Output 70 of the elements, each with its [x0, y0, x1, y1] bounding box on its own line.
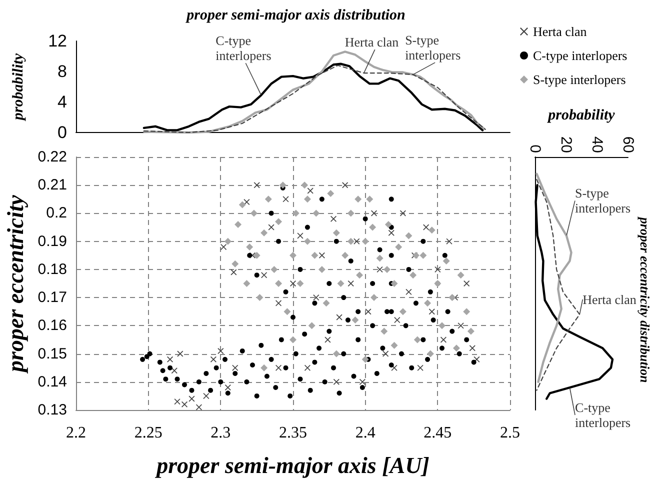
x-tick-label: 0 [526, 144, 544, 153]
point [282, 196, 289, 202]
point [290, 280, 296, 286]
point [171, 368, 178, 374]
annotation: S-type interlopers [574, 186, 631, 216]
text: proper eccentricity distribution [638, 216, 652, 383]
point [307, 188, 314, 194]
x-tick-label: 2.45 [424, 424, 452, 442]
annotation: S-type interlopers [405, 32, 461, 63]
point [333, 378, 340, 385]
y-tick-label: 12 [48, 32, 67, 50]
point [177, 350, 184, 357]
point [336, 314, 342, 320]
y-tick-label: 0.21 [38, 176, 67, 194]
chart-title: proper semi-major axis distribution [184, 8, 406, 24]
x-tick-label: 2.25 [134, 424, 162, 442]
point [354, 238, 360, 244]
y-tick-label: 0.14 [38, 373, 67, 390]
point [446, 238, 452, 244]
x-tick-label: 2.5 [500, 424, 520, 442]
point [342, 182, 348, 188]
point [428, 308, 435, 315]
point [220, 244, 227, 250]
point [464, 280, 470, 286]
line-series [142, 50, 486, 134]
y-axis-title: probability [10, 53, 26, 122]
x-tick-label: 2.35 [279, 424, 307, 442]
legend-label: S-type interlopers [533, 72, 626, 87]
legend-label: Herta clan [533, 24, 588, 39]
y-tick-label: 0.19 [38, 232, 67, 250]
annotation: Herta clan [344, 34, 400, 50]
point [469, 345, 476, 352]
y-tick-label: 0.16 [38, 317, 67, 334]
x-tick-label: 2.2 [66, 424, 86, 442]
point [254, 182, 260, 188]
y-tick-label: 0.15 [38, 345, 67, 362]
x-tick-label: 2.4 [355, 424, 376, 442]
point [313, 294, 320, 301]
point [261, 272, 268, 278]
point [458, 322, 464, 329]
point [188, 396, 195, 402]
x-tick-label: 60 [620, 136, 636, 153]
point [359, 378, 366, 385]
x-tick-label: 20 [558, 136, 574, 153]
y-tick-label: 0.18 [38, 260, 67, 278]
y-tick-label: 4 [58, 92, 67, 112]
point [417, 364, 424, 371]
y-tick-label: 8 [58, 62, 67, 81]
point [297, 232, 304, 239]
x-tick-label: 40 [588, 136, 606, 153]
y-tick-label: 0.13 [38, 402, 67, 418]
y-tick-label: 0.22 [38, 148, 67, 166]
y-tick-label: 0.2 [46, 204, 67, 222]
x-axis-title: probability [546, 108, 616, 124]
point [232, 364, 238, 371]
y-tick-label: 0.17 [38, 289, 67, 306]
x-tick-label: 2.3 [210, 424, 231, 442]
x-axis-title: proper semi-major axis [AU] [154, 453, 430, 478]
point [210, 356, 216, 362]
point [268, 224, 274, 230]
legend-label: C-type interlopers [533, 48, 628, 63]
annotation: C-type interlopers [575, 400, 631, 430]
y-axis-title: proper eccentricity [2, 194, 28, 374]
point [167, 356, 174, 362]
point [324, 336, 331, 343]
annotation: C-type interlopers [216, 33, 272, 64]
annotation: Herta clan [582, 292, 637, 307]
point [388, 230, 394, 236]
point [230, 269, 237, 276]
point [318, 252, 325, 258]
